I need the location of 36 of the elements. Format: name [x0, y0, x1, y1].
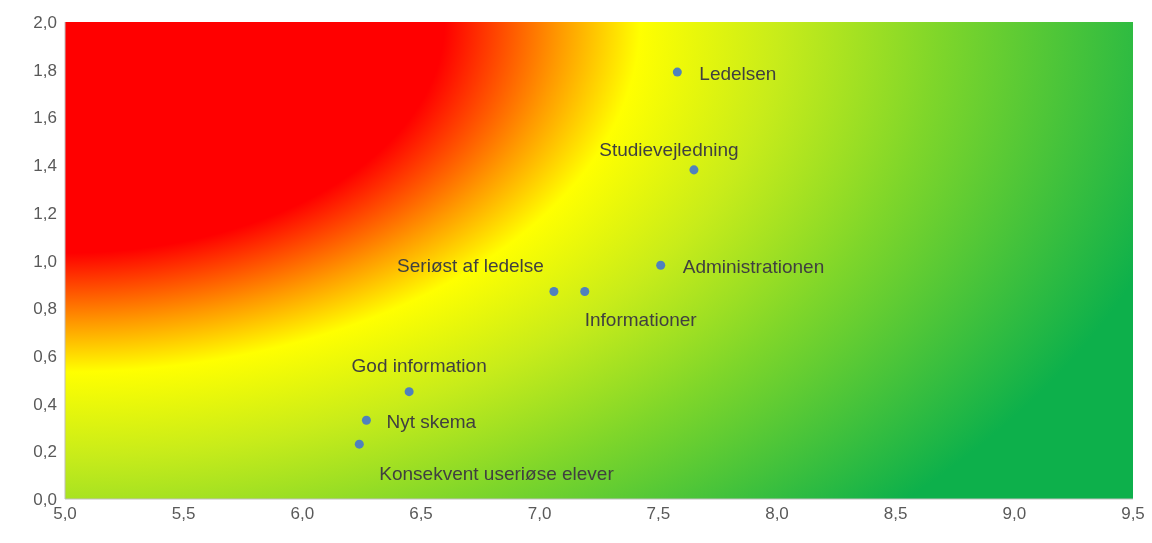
x-tick-label: 6,5: [409, 504, 433, 524]
x-tick-label: 8,0: [765, 504, 789, 524]
y-tick-label: 1,8: [33, 60, 57, 80]
point: [354, 439, 364, 449]
series-label: Administrationen: [682, 256, 825, 278]
point: [404, 387, 414, 397]
x-tick-label: 9,0: [1002, 504, 1027, 524]
point: [689, 165, 699, 175]
series-label: Konsekvent useriøse elever: [379, 463, 615, 485]
y-tick-label: 1,4: [33, 156, 57, 176]
series-label: Ledelsen: [699, 63, 777, 85]
point: [672, 67, 682, 77]
series-label: Nyt skema: [386, 411, 477, 433]
series-label: Informationer: [584, 308, 698, 330]
y-tick-label: 1,0: [33, 251, 57, 271]
series-label: God information: [351, 354, 487, 376]
y-tick-label: 1,2: [33, 203, 57, 223]
point: [549, 287, 559, 297]
y-tick-label: 2,0: [33, 13, 57, 33]
x-tick-label: 5,5: [171, 504, 196, 524]
point: [361, 415, 371, 425]
x-tick-label: 7,5: [646, 504, 671, 524]
y-tick-label: 0,4: [33, 394, 57, 414]
x-tick-label: 8,5: [883, 504, 908, 524]
point: [580, 287, 590, 297]
y-tick-label: 0,2: [33, 442, 57, 462]
y-tick-label: 0,8: [33, 299, 57, 319]
y-tick-label: 0,6: [33, 346, 57, 366]
x-tick-label: 7,0: [527, 504, 552, 524]
series-label: Seriøst af ledelse: [397, 254, 544, 276]
x-tick-label: 5,0: [53, 504, 77, 524]
x-tick-label: 6,0: [290, 504, 315, 524]
y-tick-label: 1,6: [33, 108, 57, 128]
point: [656, 260, 666, 270]
x-tick-label: 9,5: [1121, 504, 1145, 524]
series-label: Studievejledning: [599, 138, 739, 160]
